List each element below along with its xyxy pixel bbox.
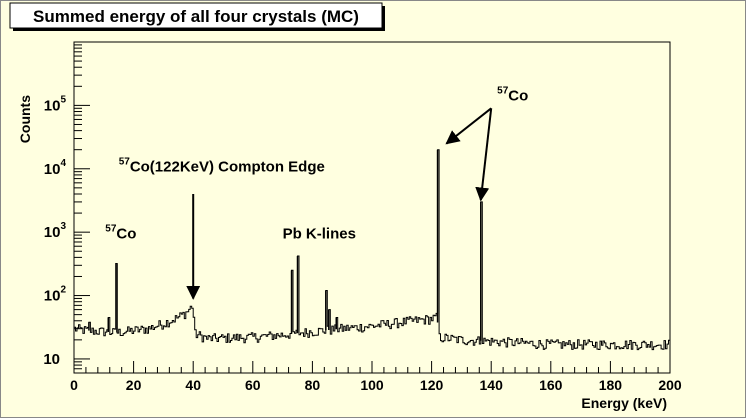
x-tick-label: 160 xyxy=(539,377,563,393)
x-tick-label: 40 xyxy=(185,377,201,393)
y-axis-label: Counts xyxy=(17,95,33,143)
chart-title: Summed energy of all four crystals (MC) xyxy=(33,7,359,26)
annotation-arrow xyxy=(445,107,492,145)
y-tick-label: 103 xyxy=(44,221,67,241)
annotation-layer: 57Co 57Co(122KeV) Compton Edge Pb K-lines 5… xyxy=(105,85,528,300)
x-tick-label: 80 xyxy=(305,377,321,393)
title-box xyxy=(9,2,383,29)
annotation-co57-high: 57Co xyxy=(497,85,528,104)
y-tick-label: 104 xyxy=(44,158,67,178)
x-tick-label: 140 xyxy=(480,377,504,393)
annotation-pb: Pb K-lines xyxy=(283,225,356,242)
x-tick-label: 180 xyxy=(599,377,623,393)
x-tick-label: 20 xyxy=(126,377,142,393)
annotation-co57-low: 57Co xyxy=(105,223,136,242)
spectrum-series xyxy=(74,149,670,351)
plot-frame xyxy=(73,41,671,374)
annotation-compton: 57Co(122KeV) Compton Edge xyxy=(119,157,325,176)
x-tick-label: 0 xyxy=(70,377,78,393)
y-tick-label: 102 xyxy=(44,285,67,305)
spectrum-layer xyxy=(74,149,670,351)
x-tick-label: 100 xyxy=(360,377,384,393)
axes-layer: 0 20 40 60 80 100 120 140 160 180 200 10 102 103 104 10… xyxy=(43,44,682,393)
y-tick-label: 105 xyxy=(44,94,67,114)
x-tick-label: 120 xyxy=(420,377,444,393)
annotation-arrow xyxy=(475,108,493,202)
x-tick-label: 200 xyxy=(658,377,682,393)
y-tick-label: 10 xyxy=(43,351,60,368)
x-tick-label: 60 xyxy=(245,377,261,393)
x-axis-label: Energy (keV) xyxy=(581,395,667,411)
